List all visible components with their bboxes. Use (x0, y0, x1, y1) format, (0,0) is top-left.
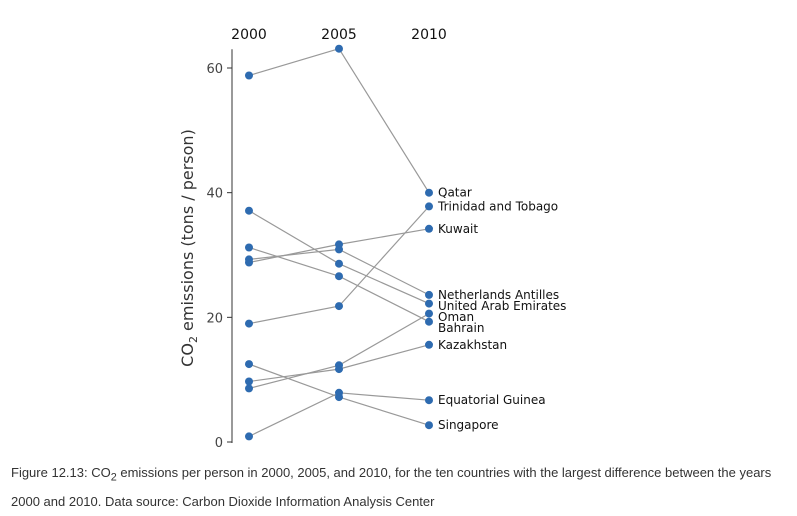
y-tick-label: 40 (206, 187, 223, 202)
data-points (245, 44, 433, 441)
data-point (425, 340, 433, 349)
data-point (335, 259, 343, 268)
year-label: 2000 (231, 27, 267, 43)
year-label: 2010 (411, 27, 447, 43)
data-point (425, 396, 433, 405)
data-point (335, 245, 343, 254)
country-label: Trinidad and Tobago (437, 199, 558, 213)
data-point (425, 224, 433, 233)
year-label: 2005 (321, 27, 357, 43)
data-point (335, 365, 343, 374)
y-tick-label: 20 (206, 311, 223, 326)
data-point (335, 393, 343, 402)
data-point (425, 299, 433, 308)
data-point (425, 188, 433, 197)
figure-caption: Figure 12.13: CO2 emissions per person i… (11, 465, 772, 509)
data-point (245, 206, 253, 215)
country-label: Equatorial Guinea (438, 393, 546, 407)
year-labels: 2000 2005 2010 (231, 27, 447, 43)
data-point (425, 309, 433, 318)
data-point (425, 421, 433, 430)
country-label: Netherlands Antilles (438, 288, 559, 302)
slope-chart: CO2 emissions (tons / person) 0 20 40 60 20… (178, 27, 566, 451)
data-point (335, 44, 343, 53)
data-point (335, 302, 343, 311)
y-tick-label: 0 (215, 436, 223, 451)
country-label: Kazakhstan (438, 338, 507, 352)
data-point (425, 202, 433, 211)
country-label: Oman (438, 310, 474, 324)
data-point (425, 290, 433, 299)
data-point (335, 272, 343, 281)
country-label: Singapore (438, 418, 499, 432)
y-tick-label: 60 (206, 62, 223, 77)
data-point (245, 243, 253, 252)
series-line (248, 246, 430, 323)
data-point (245, 71, 253, 80)
data-point (245, 319, 253, 328)
y-axis-label: CO2 emissions (tons / person) (178, 129, 200, 367)
y-ticks: 0 20 40 60 (206, 62, 232, 451)
country-label: Kuwait (438, 222, 478, 236)
country-label: United Arab Emirates (438, 299, 566, 313)
country-label: Bahrain (438, 321, 484, 335)
country-label: Qatar (438, 186, 472, 200)
series-line (248, 47, 430, 194)
data-point (245, 384, 253, 393)
data-point (245, 377, 253, 386)
data-point (425, 317, 433, 326)
data-point (245, 255, 253, 264)
data-point (245, 360, 253, 369)
data-point (245, 432, 253, 441)
